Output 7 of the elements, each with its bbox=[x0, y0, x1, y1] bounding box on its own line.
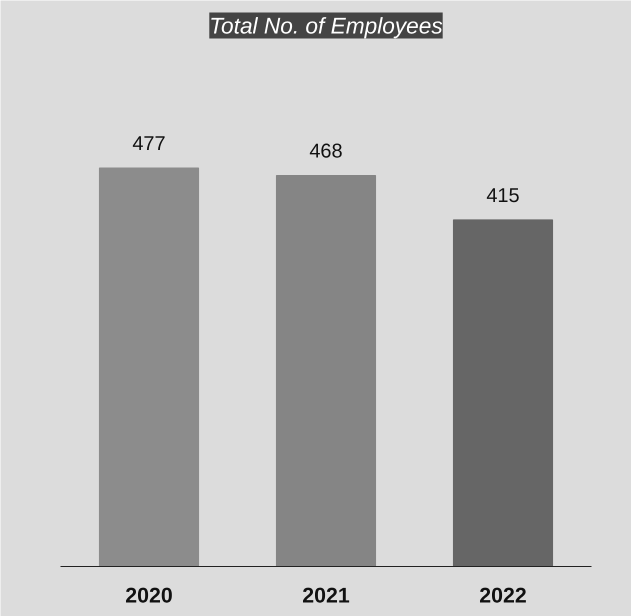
x-tick-label: 2020 bbox=[125, 584, 173, 608]
x-tick-label: 2022 bbox=[479, 584, 527, 608]
x-tick-label: 2021 bbox=[302, 584, 350, 608]
chart-title: Total No. of Employees bbox=[209, 12, 443, 38]
data-label: 468 bbox=[309, 140, 343, 163]
data-label: 477 bbox=[132, 133, 166, 156]
data-label: 415 bbox=[486, 184, 520, 207]
